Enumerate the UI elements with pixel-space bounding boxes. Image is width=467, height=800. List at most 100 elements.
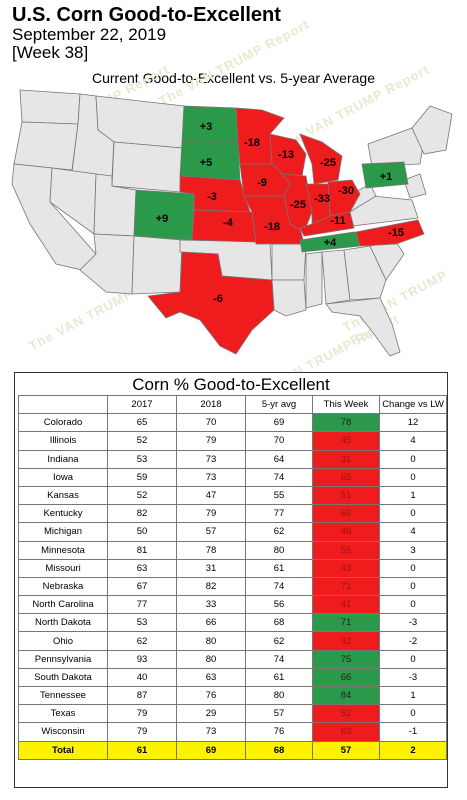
column-header: 2017 bbox=[107, 394, 177, 415]
value-5yr-avg: 62 bbox=[245, 631, 313, 651]
value-2017: 67 bbox=[107, 576, 177, 597]
state-name: Indiana bbox=[18, 449, 108, 469]
value-this-week: 84 bbox=[312, 685, 380, 706]
map-label-north-carolina: -15 bbox=[388, 227, 404, 239]
value-2018: 70 bbox=[176, 413, 246, 433]
value-2018: 82 bbox=[176, 576, 246, 597]
table-title: Corn % Good-to-Excellent bbox=[132, 375, 330, 394]
map-label-pennsylvania: +1 bbox=[380, 171, 393, 183]
state-texas bbox=[147, 251, 275, 355]
value-this-week: 75 bbox=[312, 649, 380, 669]
total-row: Total 61 69 68 57 2 bbox=[18, 740, 447, 760]
table-row: Nebraska 67 82 74 71 0 bbox=[18, 576, 447, 597]
value-change: 0 bbox=[379, 649, 447, 669]
value-5yr-avg: 70 bbox=[245, 431, 313, 451]
table-row: Minnesota 81 78 80 55 3 bbox=[18, 540, 447, 560]
value-2018: 73 bbox=[176, 722, 246, 742]
value-2018: 31 bbox=[176, 558, 246, 578]
map-label-illinois: -25 bbox=[290, 199, 306, 211]
table-row: Michigan 50 57 62 46 4 bbox=[18, 522, 447, 542]
value-this-week: 32 bbox=[312, 631, 380, 651]
value-2017: 53 bbox=[107, 449, 177, 469]
value-2017: 87 bbox=[107, 685, 177, 706]
table-row: Illinois 52 79 70 45 4 bbox=[18, 431, 447, 451]
value-2017: 93 bbox=[107, 649, 177, 669]
total-state-name: Total bbox=[18, 740, 108, 760]
value-2017: 79 bbox=[107, 722, 177, 742]
state-arkansas bbox=[271, 243, 307, 281]
table-row: North Carolina 77 33 56 41 0 bbox=[18, 595, 447, 615]
state-name: Michigan bbox=[18, 522, 108, 542]
value-2018: 79 bbox=[176, 504, 246, 524]
map-label-texas: -6 bbox=[213, 293, 223, 305]
value-this-week: 65 bbox=[312, 467, 380, 487]
value-change: -2 bbox=[379, 631, 447, 651]
value-5yr-avg: 62 bbox=[245, 522, 313, 542]
value-2017: 52 bbox=[107, 485, 177, 506]
value-this-week: 63 bbox=[312, 722, 380, 742]
state-michigan bbox=[299, 133, 343, 185]
us-map: +3 +5 -18 -13 -25 +1 -3 -9 -25 -33 -30 +… bbox=[11, 89, 453, 357]
value-5yr-avg: 80 bbox=[245, 685, 313, 706]
map-label-north-dakota: +3 bbox=[200, 121, 213, 133]
report-date: September 22, 2019 bbox=[12, 25, 167, 44]
value-change: 0 bbox=[379, 704, 447, 724]
value-2018: 57 bbox=[176, 522, 246, 542]
value-change: 0 bbox=[379, 595, 447, 615]
column-header: 5-yr avg bbox=[245, 394, 313, 415]
state-kentucky bbox=[299, 211, 355, 237]
value-5yr-avg: 64 bbox=[245, 449, 313, 469]
state-arizona bbox=[79, 233, 135, 295]
map-label-indiana: -33 bbox=[314, 193, 330, 205]
state-name: South Dakota bbox=[18, 667, 108, 688]
map-label-ohio: -30 bbox=[338, 185, 354, 197]
state-louisiana bbox=[271, 279, 307, 317]
corn-table: 2017 2018 5-yr avg This Week Change vs L… bbox=[18, 394, 447, 760]
state-wyoming bbox=[111, 141, 183, 193]
map-title: Current Good-to-Excellent vs. 5-year Ave… bbox=[92, 70, 375, 86]
value-2018: 63 bbox=[176, 667, 246, 688]
value-2017: 63 bbox=[107, 558, 177, 578]
state-illinois bbox=[281, 173, 313, 233]
value-this-week: 31 bbox=[312, 449, 380, 469]
value-2017: 50 bbox=[107, 522, 177, 542]
value-2018: 29 bbox=[176, 704, 246, 724]
value-2018: 80 bbox=[176, 631, 246, 651]
map-label-kentucky: -11 bbox=[330, 215, 345, 227]
value-this-week: 52 bbox=[312, 704, 380, 724]
table-row: Wisconsin 79 73 76 63 -1 bbox=[18, 722, 447, 742]
value-change: 1 bbox=[379, 685, 447, 706]
state-name: Kentucky bbox=[18, 504, 108, 524]
state-north-carolina bbox=[355, 219, 425, 247]
value-change: 3 bbox=[379, 540, 447, 560]
value-2017: 52 bbox=[107, 431, 177, 451]
value-2017: 79 bbox=[107, 704, 177, 724]
value-change: 12 bbox=[379, 413, 447, 433]
state-washington bbox=[19, 89, 81, 125]
value-2017: 82 bbox=[107, 504, 177, 524]
state-name: Texas bbox=[18, 704, 108, 724]
map-label-colorado: +9 bbox=[156, 213, 169, 225]
value-2018: 66 bbox=[176, 613, 246, 633]
map-label-tennessee: +4 bbox=[324, 237, 337, 249]
value-2018: 73 bbox=[176, 467, 246, 487]
value-this-week: 51 bbox=[312, 485, 380, 506]
value-5yr-avg: 76 bbox=[245, 722, 313, 742]
value-this-week: 41 bbox=[312, 595, 380, 615]
state-new-mexico bbox=[131, 235, 183, 295]
state-name: Wisconsin bbox=[18, 722, 108, 742]
value-this-week: 66 bbox=[312, 667, 380, 688]
column-header: Change vs LW bbox=[379, 394, 447, 415]
value-change: -1 bbox=[379, 722, 447, 742]
value-change: -3 bbox=[379, 613, 447, 633]
value-this-week: 55 bbox=[312, 540, 380, 560]
table-row: Tennessee 87 76 80 84 1 bbox=[18, 685, 447, 706]
value-2018: 78 bbox=[176, 540, 246, 560]
table-row: Pennsylvania 93 80 74 75 0 bbox=[18, 649, 447, 669]
state-name: Missouri bbox=[18, 558, 108, 578]
value-this-week: 46 bbox=[312, 522, 380, 542]
value-2018: 73 bbox=[176, 449, 246, 469]
map-label-nebraska: -3 bbox=[207, 191, 217, 203]
state-name: Iowa bbox=[18, 467, 108, 487]
page-title: U.S. Corn Good-to-Excellent bbox=[12, 4, 281, 26]
